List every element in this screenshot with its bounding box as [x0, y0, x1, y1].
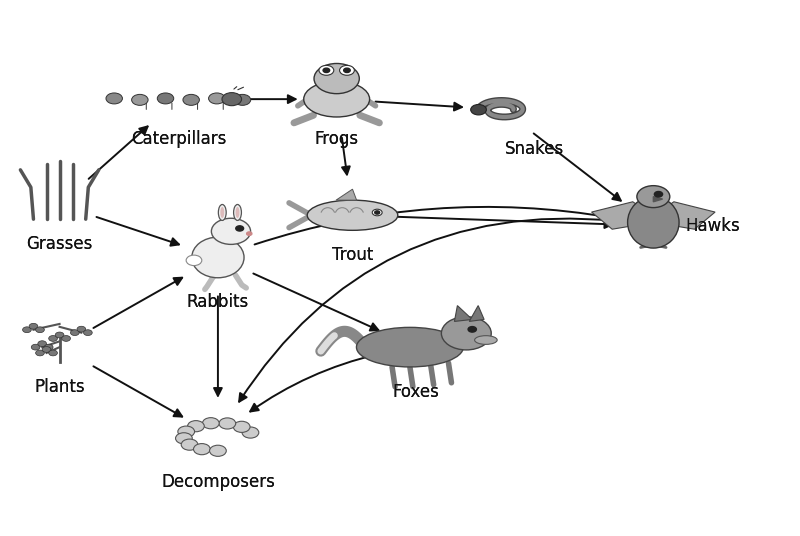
Circle shape [175, 433, 192, 444]
Circle shape [70, 330, 79, 336]
Circle shape [202, 418, 219, 429]
Circle shape [323, 68, 330, 72]
Text: Foxes: Foxes [392, 383, 439, 401]
Circle shape [344, 68, 350, 72]
Circle shape [36, 327, 44, 333]
Circle shape [186, 255, 202, 265]
Circle shape [339, 65, 354, 75]
Circle shape [219, 418, 236, 429]
Circle shape [468, 326, 476, 332]
Circle shape [178, 426, 194, 437]
Circle shape [319, 65, 334, 75]
Circle shape [29, 323, 38, 329]
Circle shape [234, 94, 250, 106]
Circle shape [211, 218, 250, 244]
Circle shape [470, 105, 486, 115]
FancyArrowPatch shape [289, 203, 309, 214]
Text: Plants: Plants [34, 378, 85, 396]
Circle shape [442, 317, 491, 350]
Text: Decomposers: Decomposers [161, 473, 275, 490]
Text: Hawks: Hawks [686, 217, 740, 235]
Circle shape [236, 226, 244, 231]
Circle shape [22, 327, 31, 333]
Ellipse shape [357, 327, 463, 367]
Text: Grasses: Grasses [26, 235, 93, 253]
Circle shape [83, 330, 92, 336]
Text: Trout: Trout [332, 246, 373, 264]
Circle shape [187, 421, 204, 432]
FancyArrowPatch shape [294, 115, 314, 123]
FancyArrowPatch shape [298, 98, 310, 106]
Circle shape [38, 341, 46, 347]
Circle shape [222, 93, 242, 106]
Circle shape [106, 93, 122, 104]
Text: Caterpillars: Caterpillars [130, 130, 226, 148]
Circle shape [49, 336, 58, 341]
Circle shape [210, 445, 226, 456]
Ellipse shape [192, 237, 244, 278]
Circle shape [182, 439, 198, 450]
Text: Hawks: Hawks [686, 217, 740, 235]
Circle shape [374, 211, 380, 214]
Circle shape [62, 336, 70, 341]
Circle shape [242, 427, 259, 438]
Ellipse shape [628, 197, 679, 248]
Polygon shape [654, 202, 715, 229]
Ellipse shape [234, 204, 242, 220]
Circle shape [55, 332, 64, 338]
Ellipse shape [474, 336, 497, 344]
Circle shape [36, 350, 44, 356]
Text: Rabbits: Rabbits [186, 293, 249, 311]
Circle shape [654, 191, 662, 197]
Circle shape [234, 421, 250, 433]
Circle shape [44, 344, 53, 350]
Circle shape [209, 93, 225, 104]
Ellipse shape [218, 204, 226, 220]
FancyArrowPatch shape [360, 115, 379, 123]
FancyArrowPatch shape [364, 98, 375, 106]
Text: Decomposers: Decomposers [161, 473, 275, 490]
Text: Frogs: Frogs [314, 130, 358, 148]
Polygon shape [470, 306, 484, 322]
Polygon shape [336, 189, 357, 200]
Polygon shape [454, 306, 472, 322]
Circle shape [314, 63, 359, 94]
Polygon shape [591, 202, 654, 229]
Text: Frogs: Frogs [314, 130, 358, 148]
Circle shape [183, 94, 199, 106]
Circle shape [246, 232, 252, 235]
Circle shape [637, 185, 670, 207]
Ellipse shape [304, 81, 370, 117]
Text: Plants: Plants [34, 378, 85, 396]
Circle shape [31, 344, 40, 350]
Circle shape [77, 326, 86, 332]
Text: Snakes: Snakes [505, 140, 564, 158]
Circle shape [372, 209, 382, 216]
Circle shape [194, 444, 210, 455]
Circle shape [132, 94, 148, 106]
Ellipse shape [235, 207, 239, 218]
Ellipse shape [220, 207, 224, 218]
FancyArrowPatch shape [289, 217, 309, 228]
Text: Snakes: Snakes [505, 140, 564, 158]
Text: Rabbits: Rabbits [186, 293, 249, 311]
Text: Caterpillars: Caterpillars [130, 130, 226, 148]
Text: Trout: Trout [332, 246, 373, 264]
Circle shape [158, 93, 174, 104]
Polygon shape [654, 197, 662, 202]
Circle shape [42, 347, 51, 352]
Text: Foxes: Foxes [392, 383, 439, 401]
Ellipse shape [307, 200, 398, 230]
Text: Grasses: Grasses [26, 235, 93, 253]
Circle shape [49, 350, 58, 356]
